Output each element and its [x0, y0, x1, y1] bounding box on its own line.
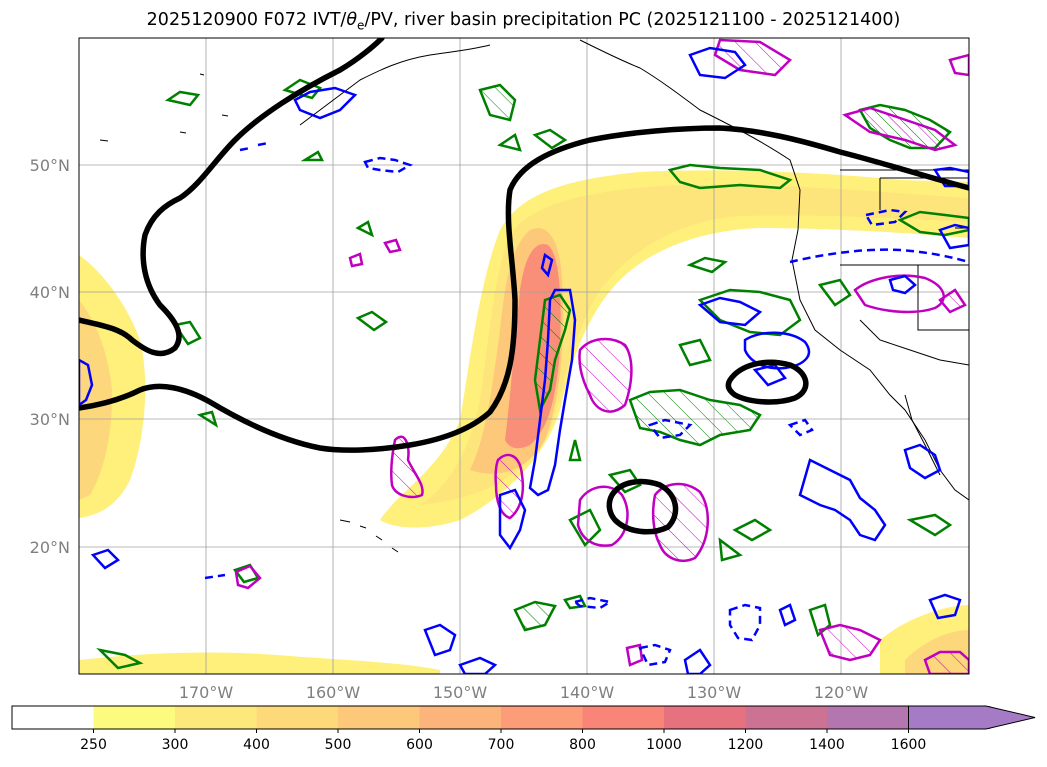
colorbar-segment: [745, 706, 828, 729]
colorbar-extend-arrow: [908, 705, 1036, 730]
colorbar: 250 300 400 500 600 700 800 1000 1200 1400 1600: [11, 705, 1036, 753]
colorbar-segment: [419, 706, 502, 729]
lat-label-50: 50°N: [30, 156, 70, 175]
lon-label-130w: 130°W: [687, 683, 742, 702]
colorbar-tick-label: 1600: [891, 737, 927, 753]
lat-label-40: 40°N: [30, 283, 70, 302]
latitude-labels: 50°N 40°N 30°N 20°N: [30, 156, 70, 557]
colorbar-segment: [338, 706, 420, 729]
colorbar-segment: [501, 706, 583, 729]
colorbar-tick-label: 250: [80, 737, 107, 753]
colorbar-tick-label: 400: [243, 737, 270, 753]
colorbar-tick-label: 300: [162, 737, 189, 753]
magenta-contours: [234, 38, 969, 674]
plot-frame: [78, 37, 970, 675]
colorbar-segment: [664, 706, 746, 729]
lon-label-150w: 150°W: [433, 683, 488, 702]
colorbar-tick-label: 700: [488, 737, 515, 753]
colorbar-segment: [12, 706, 94, 729]
lon-label-160w: 160°W: [306, 683, 361, 702]
longitude-labels: 170°W 160°W 150°W 140°W 130°W 120°W: [179, 683, 869, 702]
colorbar-segment: [175, 706, 257, 729]
colorbar-segment: [256, 706, 339, 729]
lon-label-120w: 120°W: [814, 683, 869, 702]
map-title: 2025120900 F072 IVT/θe/PV, river basin p…: [146, 10, 901, 33]
colorbar-segment: [582, 706, 665, 729]
gridlines: [79, 38, 969, 674]
lon-label-140w: 140°W: [560, 683, 615, 702]
colorbar-outline: [11, 705, 909, 730]
theta-e-contours: [79, 38, 969, 535]
colorbar-tick-label: 800: [569, 737, 596, 753]
colorbar-segment: [93, 706, 176, 729]
lat-label-30: 30°N: [30, 410, 70, 429]
colorbar-tick-label: 1200: [728, 737, 764, 753]
colorbar-segment: [827, 706, 909, 729]
lon-label-170w: 170°W: [179, 683, 234, 702]
lat-label-20: 20°N: [30, 538, 70, 557]
coastlines: [99, 39, 969, 553]
colorbar-tick-label: 600: [406, 737, 433, 753]
colorbar-tick-label: 1400: [809, 737, 845, 753]
colorbar-tick-label: 500: [325, 737, 352, 753]
colorbar-tick-label: 1000: [646, 737, 682, 753]
pv-dashed-contours: [204, 141, 969, 667]
green-contours: [96, 78, 969, 670]
